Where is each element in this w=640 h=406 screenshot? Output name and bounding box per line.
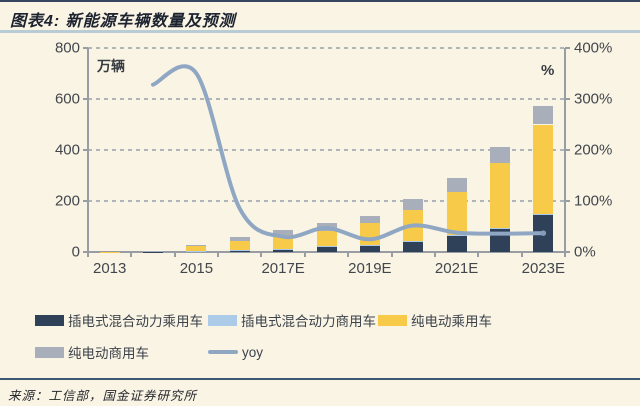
- bar-segment-插电式混合动力乘用车: [359, 245, 380, 252]
- gridline: [88, 98, 565, 100]
- source-note: 来源：工信部，国金证券研究所: [8, 389, 198, 403]
- bar-segment-纯电动商用车: [229, 236, 250, 241]
- right-axis-tick-label: 400%: [574, 39, 613, 57]
- bar-segment-纯电动商用车: [186, 244, 207, 247]
- legend-label: 纯电动商用车: [68, 346, 149, 361]
- x-axis-label: 2013: [92, 260, 127, 277]
- left-axis-tick-label: 600: [54, 90, 80, 108]
- gridline: [88, 200, 565, 202]
- x-axis-tick: [520, 252, 523, 257]
- bar-segment-纯电动乘用车: [143, 250, 164, 252]
- legend-label: 插电式混合动力商用车: [241, 314, 376, 329]
- x-axis-label: 2017E: [261, 260, 305, 277]
- x-axis-line: [87, 251, 566, 253]
- left-axis-tick-label: 200: [54, 192, 80, 210]
- right-axis-tick: [565, 149, 570, 151]
- right-axis-tick: [565, 98, 570, 100]
- x-axis-tick: [347, 252, 350, 257]
- left-axis-tick: [83, 251, 88, 253]
- bar-segment-纯电动乘用车: [533, 124, 554, 215]
- right-axis-tick: [565, 47, 570, 49]
- bar-segment-纯电动商用车: [446, 178, 467, 193]
- bar-segment-插电式混合动力乘用车: [229, 249, 250, 252]
- bar-segment-纯电动乘用车: [489, 163, 510, 228]
- yoy-line: [151, 64, 547, 242]
- x-axis-tick: [390, 252, 393, 257]
- bar-segment-纯电动乘用车: [229, 240, 250, 250]
- x-axis-tick: [130, 252, 133, 257]
- x-axis-tick: [217, 252, 220, 257]
- x-axis-label: 2023E: [521, 260, 565, 277]
- left-axis-tick-label: 400: [54, 141, 80, 159]
- legend-label: 纯电动乘用车: [411, 314, 492, 329]
- legend-item-yoy: yoy: [208, 344, 263, 360]
- x-axis-label: 2021E: [434, 260, 479, 277]
- bar-segment-纯电动商用车: [403, 198, 424, 211]
- x-axis-label: 2019E: [348, 260, 392, 277]
- bar-segment-纯电动商用车: [273, 230, 294, 235]
- right-axis-tick-label: 0%: [574, 243, 596, 261]
- legend-color-swatch: [35, 346, 64, 358]
- bar-segment-插电式混合动力商用车: [446, 235, 467, 236]
- legend-label: 插电式混合动力乘用车: [68, 314, 203, 329]
- right-axis-tick-label: 100%: [574, 192, 613, 210]
- right-axis-unit-label: %: [541, 62, 555, 79]
- left-axis-unit-label: 万辆: [97, 58, 125, 74]
- bar-segment-插电式混合动力商用车: [533, 214, 554, 215]
- gridline: [88, 47, 565, 49]
- right-axis-tick: [565, 200, 570, 202]
- legend-item-插电式混合动力商用车: 插电式混合动力商用车: [208, 312, 376, 329]
- bar-segment-纯电动商用车: [533, 106, 554, 125]
- legend-line-swatch: [208, 350, 238, 354]
- legend-color-swatch: [378, 314, 407, 326]
- legend-item-纯电动乘用车: 纯电动乘用车: [378, 312, 492, 329]
- x-axis-label: 2015: [179, 260, 214, 277]
- left-axis-tick: [83, 200, 88, 202]
- legend-item-插电式混合动力乘用车: 插电式混合动力乘用车: [35, 312, 203, 329]
- x-axis-tick: [477, 252, 480, 257]
- bar-segment-纯电动乘用车: [316, 230, 337, 247]
- bar-segment-插电式混合动力乘用车: [186, 251, 207, 252]
- x-axis-tick: [260, 252, 263, 257]
- left-axis-tick-label: 0: [71, 243, 80, 261]
- left-axis-tick: [83, 47, 88, 49]
- legend-color-swatch: [35, 314, 64, 326]
- bar-segment-纯电动乘用车: [186, 246, 207, 252]
- figure-title: 图表4: 新能源车辆数量及预测: [10, 13, 236, 30]
- gridline: [88, 149, 565, 151]
- right-axis-line: [564, 48, 566, 252]
- legend-color-swatch: [208, 314, 237, 326]
- right-axis-tick: [565, 251, 570, 253]
- left-axis-line: [87, 48, 89, 252]
- left-axis-tick: [83, 149, 88, 151]
- nev-volume-forecast-chart: 万辆 % 800 400% 600 300% 400 200% 200 100% 0 0% 2013…: [54, 39, 613, 278]
- bar-segment-纯电动乘用车: [446, 192, 467, 236]
- footer-rule: [0, 378, 640, 380]
- x-axis-tick: [303, 252, 306, 257]
- bar-segment-插电式混合动力乘用车: [403, 241, 424, 252]
- left-axis-tick-label: 800: [54, 39, 80, 57]
- yoy-line-end-dot: [540, 230, 547, 236]
- right-axis-tick-label: 300%: [574, 90, 613, 108]
- x-axis-tick: [433, 252, 436, 257]
- bar-segment-插电式混合动力商用车: [489, 227, 510, 229]
- x-axis-tick: [564, 252, 566, 257]
- legend-label: yoy: [242, 344, 264, 360]
- right-axis-tick-label: 200%: [574, 141, 613, 159]
- bar-segment-纯电动商用车: [359, 215, 380, 224]
- bar-segment-插电式混合动力乘用车: [316, 246, 337, 252]
- left-axis-tick: [83, 98, 88, 100]
- bar-segment-插电式混合动力乘用车: [273, 248, 294, 252]
- x-axis-tick: [87, 252, 89, 257]
- bar-segment-插电式混合动力乘用车: [446, 235, 467, 252]
- title-underline-rule: [0, 30, 640, 33]
- x-axis-tick: [173, 252, 176, 257]
- top-rule: [0, 0, 640, 2]
- legend-item-纯电动商用车: 纯电动商用车: [35, 344, 149, 361]
- bar-segment-纯电动商用车: [489, 147, 510, 163]
